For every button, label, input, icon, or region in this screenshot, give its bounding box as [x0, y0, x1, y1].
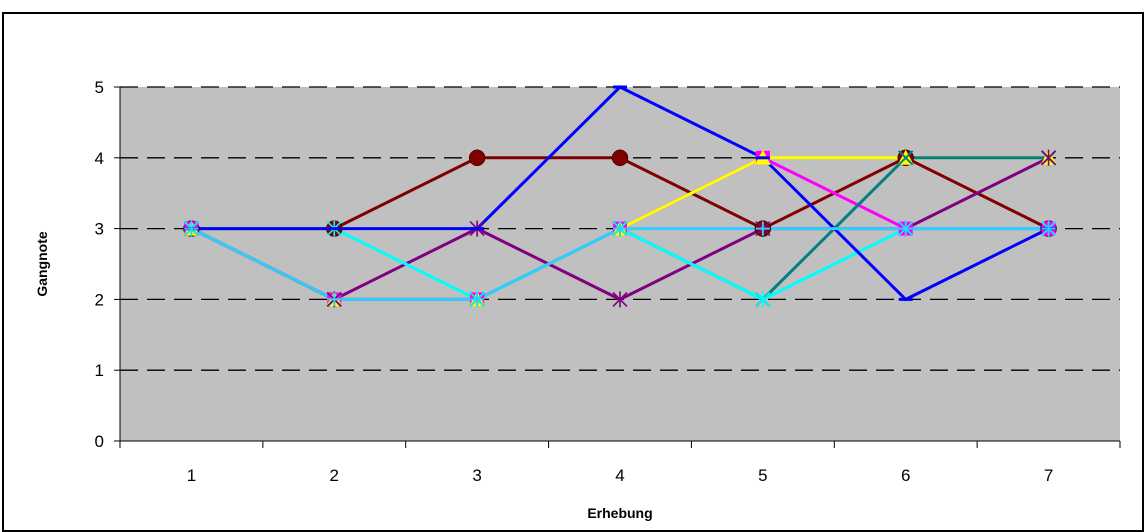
y-tick-label: 5 — [95, 78, 104, 97]
y-tick-label: 3 — [95, 220, 104, 239]
data-point — [898, 221, 913, 236]
data-point — [613, 221, 627, 236]
data-point — [1041, 149, 1057, 166]
x-tick-label: 5 — [758, 466, 767, 485]
data-point — [184, 221, 199, 236]
plot-area — [120, 87, 1120, 441]
data-point — [470, 292, 485, 307]
y-tick-label: 0 — [95, 432, 104, 451]
data-point — [611, 149, 629, 167]
x-tick-label: 7 — [1044, 466, 1053, 485]
x-tick-label: 1 — [187, 466, 196, 485]
x-tick-label: 6 — [901, 466, 910, 485]
x-axis-title: Erhebung — [587, 505, 652, 521]
y-tick-label: 1 — [95, 361, 104, 380]
data-point — [755, 221, 770, 236]
y-tick-label: 2 — [95, 290, 104, 309]
y-tick-label: 4 — [95, 149, 104, 168]
x-tick-label: 2 — [330, 466, 339, 485]
y-axis-title: Gangnote — [34, 231, 50, 297]
x-tick-label: 3 — [472, 466, 481, 485]
x-tick-label: 4 — [615, 466, 624, 485]
data-point — [898, 150, 914, 166]
data-point — [1041, 221, 1056, 236]
data-point — [755, 291, 771, 308]
data-point — [327, 292, 342, 307]
data-point — [468, 149, 486, 167]
data-point — [612, 291, 628, 308]
